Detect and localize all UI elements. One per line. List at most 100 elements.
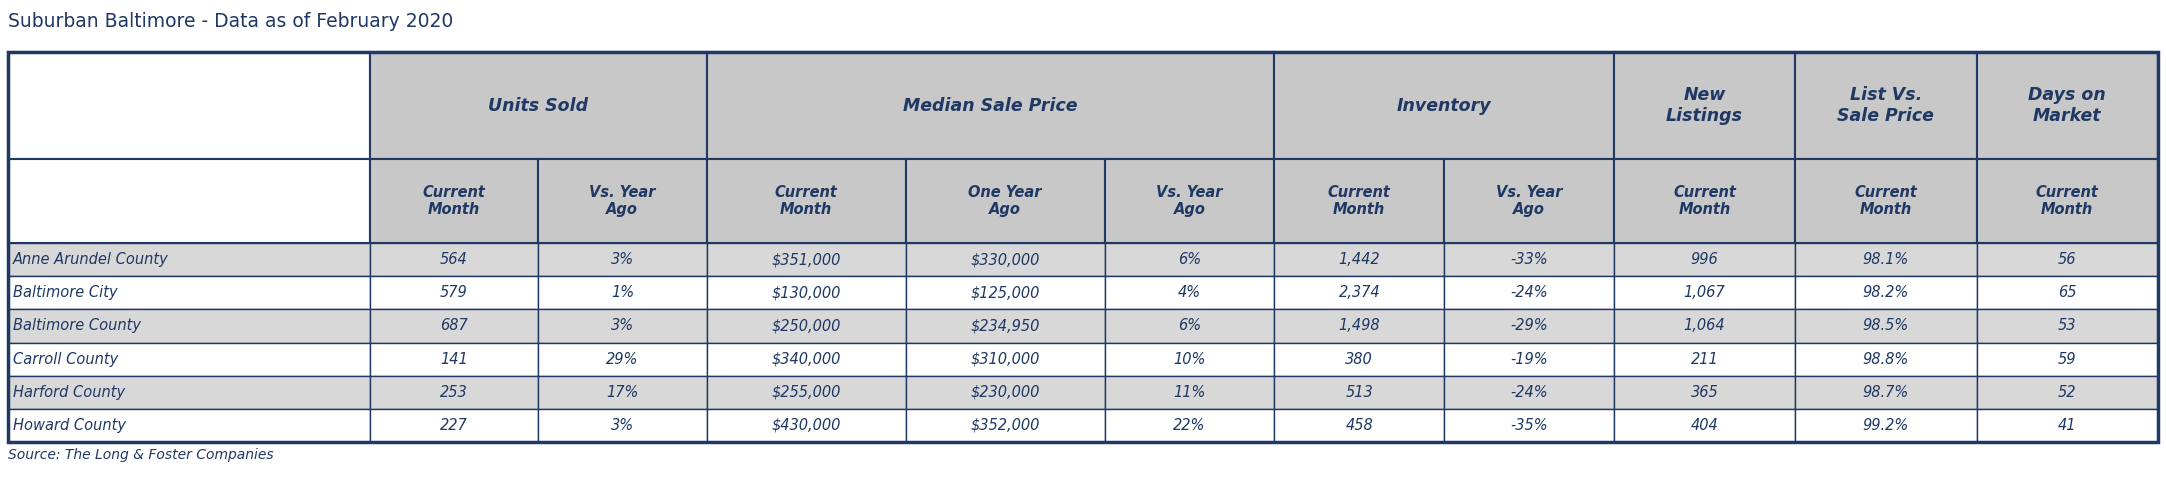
Bar [1978,376,2157,409]
Text: $250,000: $250,000 [771,318,840,334]
Text: Current
Month: Current Month [775,185,838,217]
Text: List Vs.
Sale Price: List Vs. Sale Price [1837,86,1934,125]
Text: 53: 53 [2058,318,2077,334]
Text: 29%: 29% [606,352,639,367]
Text: Suburban Baltimore - Data as of February 2020: Suburban Baltimore - Data as of February… [9,12,453,31]
Bar [905,243,1105,276]
Text: 1,064: 1,064 [1683,318,1726,334]
Bar [9,159,370,243]
Bar [9,52,370,159]
Text: Current
Month: Current Month [422,185,485,217]
Text: One Year
Ago: One Year Ago [968,185,1042,217]
Text: $125,000: $125,000 [970,285,1040,300]
Text: -24%: -24% [1510,385,1549,400]
Bar [1105,409,1274,442]
Bar [370,276,537,310]
Bar [1105,343,1274,376]
Text: 3%: 3% [611,418,635,433]
Bar [1105,376,1274,409]
Bar [1796,376,1978,409]
Bar [9,343,370,376]
Bar [1796,409,1978,442]
Text: 1,442: 1,442 [1339,252,1380,267]
Bar [1445,343,1614,376]
Text: 98.2%: 98.2% [1863,285,1908,300]
Text: 3%: 3% [611,252,635,267]
Text: 1,067: 1,067 [1683,285,1726,300]
Text: 996: 996 [1692,252,1718,267]
Bar [905,159,1105,243]
Bar [1796,243,1978,276]
Text: 3%: 3% [611,318,635,334]
Bar [1445,310,1614,343]
Bar [1614,52,1796,159]
Text: 365: 365 [1692,385,1718,400]
Bar [1796,310,1978,343]
Bar [905,276,1105,310]
Text: Inventory: Inventory [1397,96,1492,115]
Bar [370,310,537,343]
Text: 52: 52 [2058,385,2077,400]
Bar [537,243,706,276]
Bar [1978,276,2157,310]
Bar [9,276,370,310]
Bar [537,409,706,442]
Bar [905,376,1105,409]
Bar [706,409,905,442]
Text: Days on
Market: Days on Market [2027,86,2105,125]
Text: 141: 141 [440,352,468,367]
Bar [706,159,905,243]
Text: New
Listings: New Listings [1666,86,1744,125]
Bar [1274,52,1614,159]
Text: -24%: -24% [1510,285,1549,300]
Bar [537,310,706,343]
Bar [706,52,1274,159]
Text: 98.1%: 98.1% [1863,252,1908,267]
Bar [1105,310,1274,343]
Text: Units Sold: Units Sold [487,96,589,115]
Text: Howard County: Howard County [13,418,126,433]
Bar [9,243,370,276]
Text: $330,000: $330,000 [970,252,1040,267]
Text: $340,000: $340,000 [771,352,840,367]
Text: 2,374: 2,374 [1339,285,1380,300]
Text: 380: 380 [1345,352,1373,367]
Text: Current
Month: Current Month [1328,185,1391,217]
Bar [1445,276,1614,310]
Bar [1105,276,1274,310]
Text: $255,000: $255,000 [771,385,840,400]
Text: $230,000: $230,000 [970,385,1040,400]
Text: Vs. Year
Ago: Vs. Year Ago [1157,185,1224,217]
Bar [1274,243,1445,276]
Text: Current
Month: Current Month [1854,185,1917,217]
Text: $352,000: $352,000 [970,418,1040,433]
Bar [537,343,706,376]
Text: 98.5%: 98.5% [1863,318,1908,334]
Bar [1978,310,2157,343]
Text: 513: 513 [1345,385,1373,400]
Text: 211: 211 [1692,352,1718,367]
Bar [1445,376,1614,409]
Text: 6%: 6% [1178,318,1202,334]
Bar [370,159,537,243]
Bar [1978,409,2157,442]
Bar [1445,409,1614,442]
Text: Current
Month: Current Month [1672,185,1735,217]
Text: $351,000: $351,000 [771,252,840,267]
Bar [370,409,537,442]
Bar [1978,343,2157,376]
Bar [1274,276,1445,310]
Bar [1614,159,1796,243]
Bar [706,310,905,343]
Bar [1105,159,1274,243]
Text: Vs. Year
Ago: Vs. Year Ago [589,185,656,217]
Bar [9,52,2157,442]
Text: 65: 65 [2058,285,2077,300]
Text: 10%: 10% [1174,352,1206,367]
Bar [1796,276,1978,310]
Bar [706,243,905,276]
Text: 579: 579 [440,285,468,300]
Bar [706,343,905,376]
Bar [706,276,905,310]
Text: Carroll County: Carroll County [13,352,119,367]
